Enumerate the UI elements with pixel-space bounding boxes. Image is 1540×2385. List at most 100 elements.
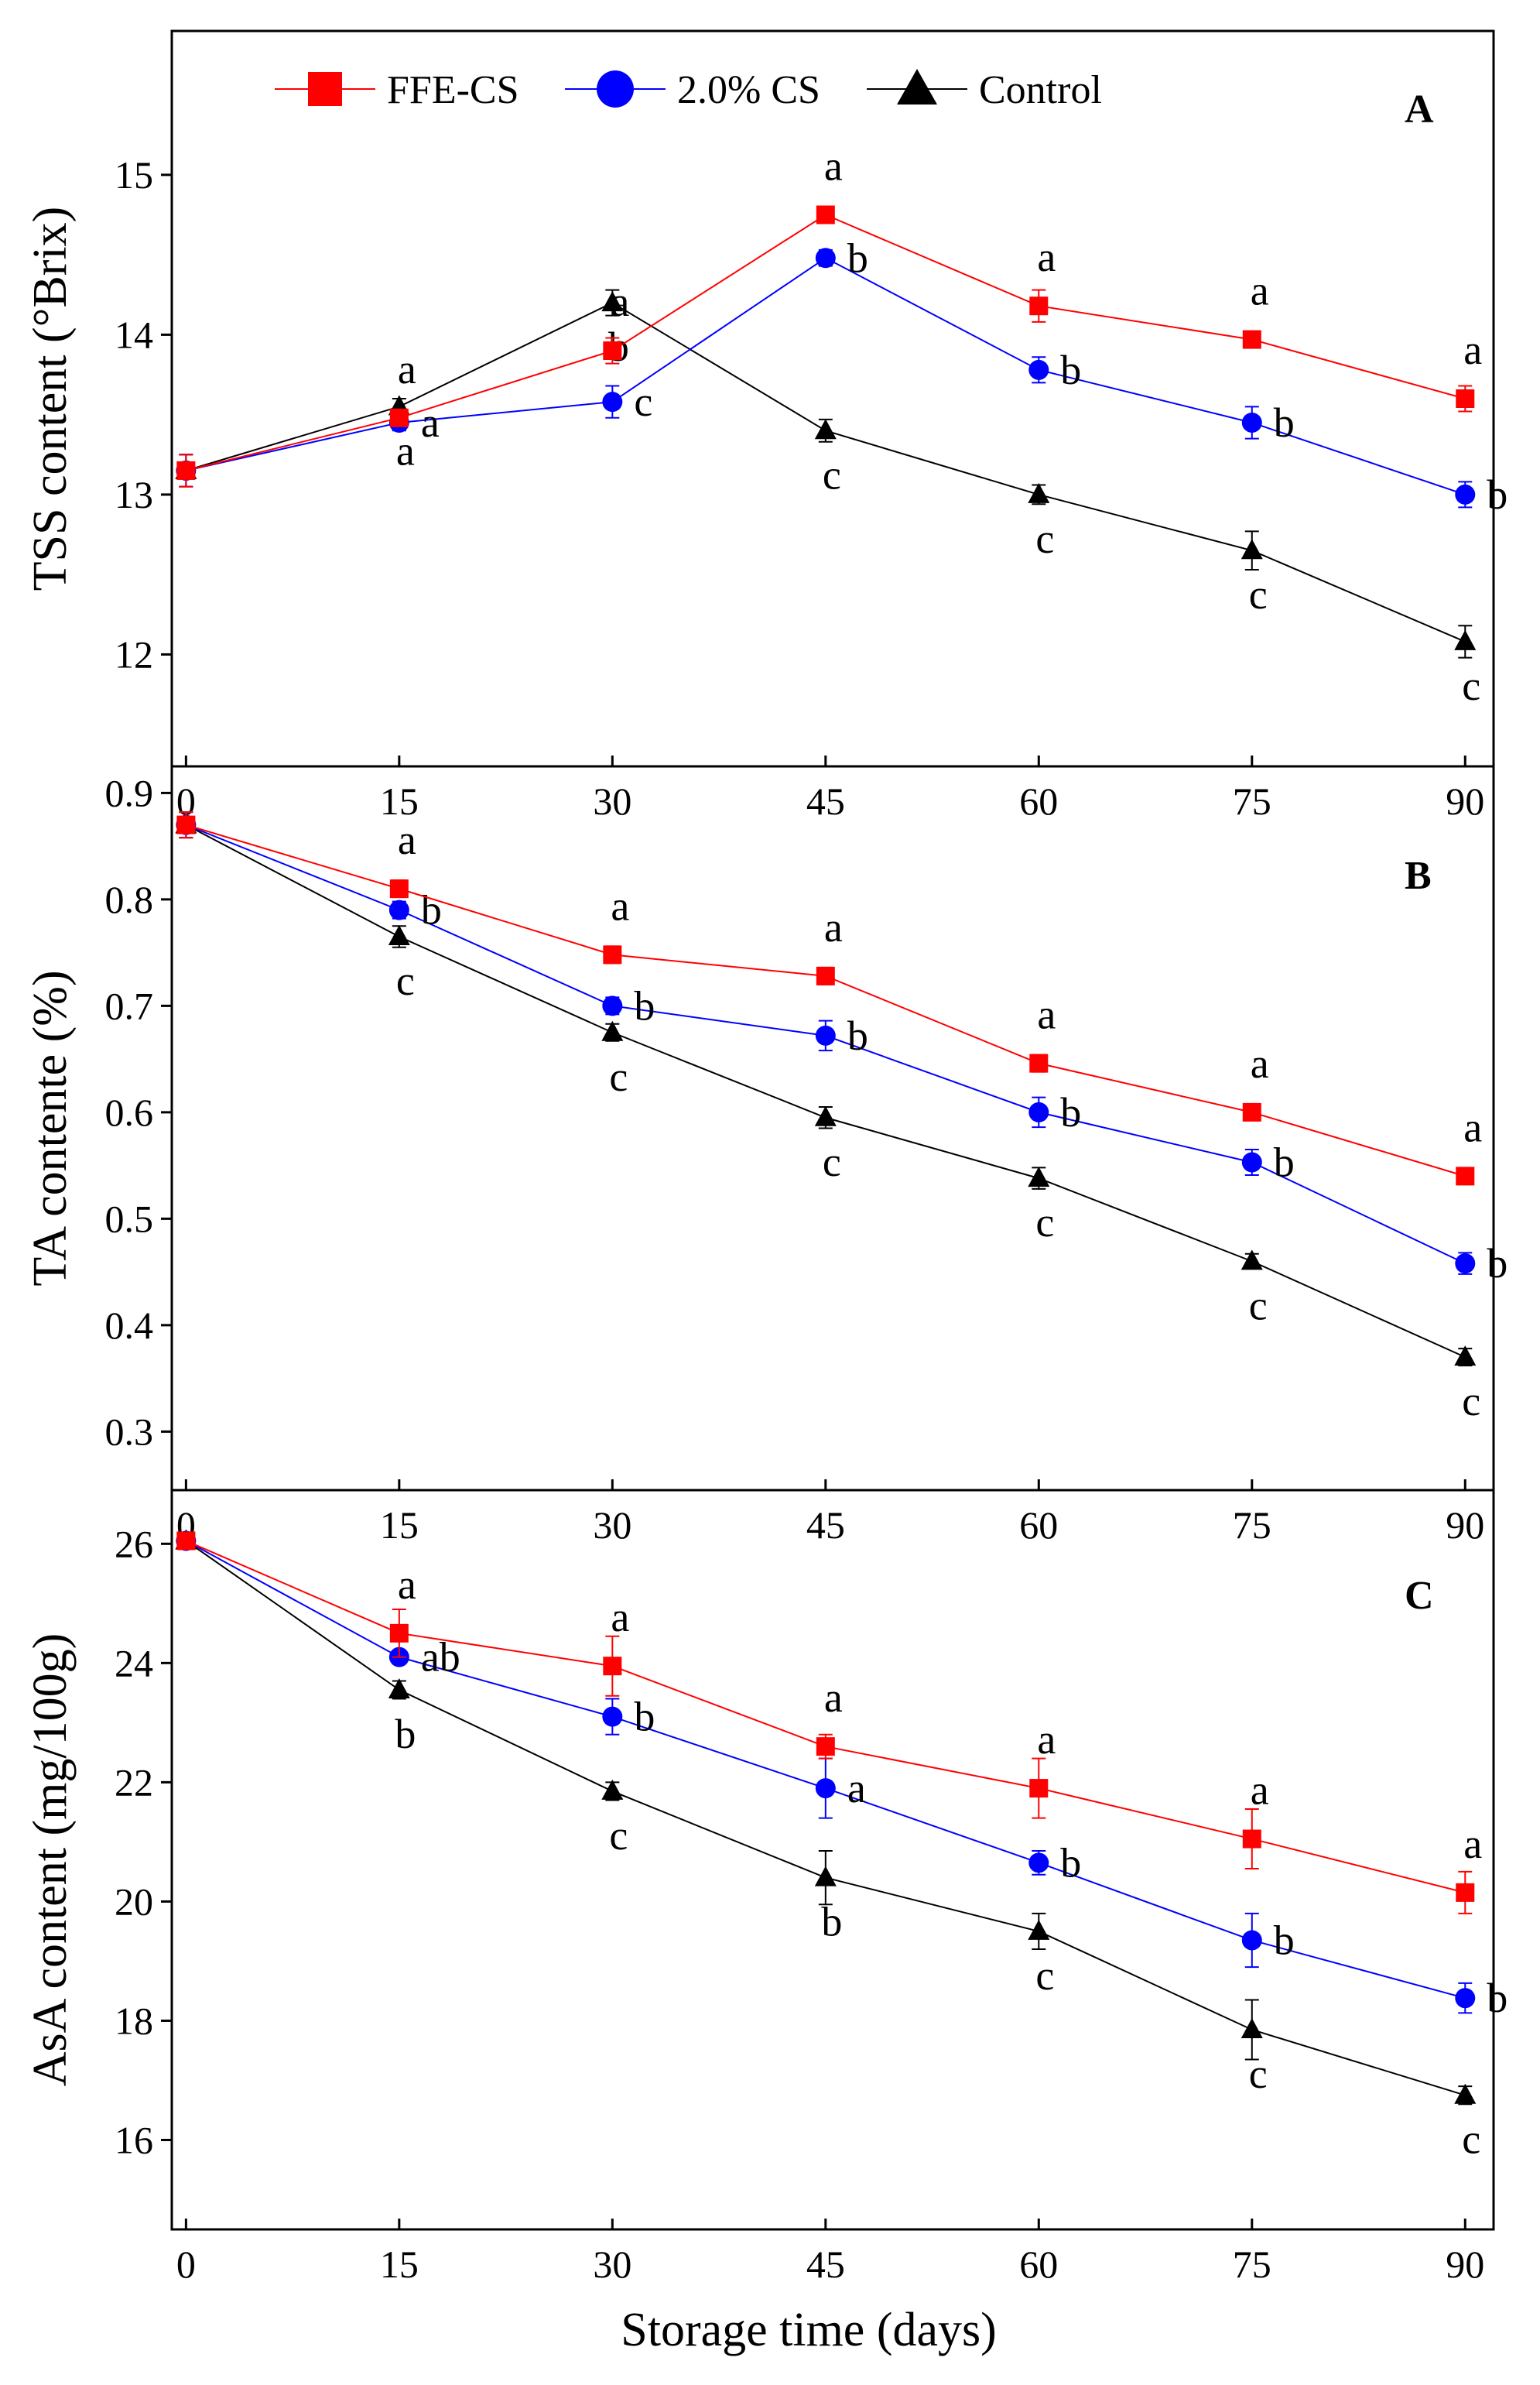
legend-item: FFE-CS <box>275 68 519 112</box>
data-point <box>1454 1345 1477 1366</box>
data-point <box>1242 330 1261 349</box>
data-point <box>1028 482 1050 503</box>
y-tick-label: 20 <box>115 1880 153 1923</box>
x-tick-label: 90 <box>1446 2243 1484 2286</box>
legend-marker <box>897 69 937 105</box>
y-tick-label: 14 <box>115 313 153 356</box>
data-point <box>1241 539 1263 560</box>
significance-label: c <box>1249 571 1268 618</box>
significance-label: a <box>1251 1767 1269 1814</box>
significance-label: b <box>1060 1839 1081 1886</box>
x-tick-label: 90 <box>1446 1503 1484 1547</box>
significance-label: a <box>1251 1040 1269 1087</box>
legend: FFE-CS 2.0% CS Control <box>275 68 1102 112</box>
data-point <box>1029 1779 1049 1798</box>
data-point <box>388 1678 410 1699</box>
significance-label: a <box>611 1594 629 1640</box>
y-axis-title: TSS content (°Brix) <box>24 207 77 591</box>
significance-label: a <box>1463 1821 1482 1867</box>
significance-label: a <box>398 346 416 392</box>
data-point <box>815 1025 836 1046</box>
legend-item: 2.0% CS <box>565 68 820 112</box>
data-point <box>1241 1249 1263 1270</box>
data-point <box>1242 1102 1261 1122</box>
x-tick-label: 15 <box>380 1503 419 1547</box>
data-point <box>1456 1167 1475 1186</box>
y-tick-label: 26 <box>115 1522 153 1565</box>
significance-label: c <box>823 1139 841 1185</box>
significance-label: c <box>1462 663 1480 709</box>
x-tick-label: 30 <box>593 780 631 823</box>
significance-label: a <box>396 427 415 474</box>
panel-letter: C <box>1405 1574 1434 1618</box>
significance-label: c <box>609 1054 628 1100</box>
data-point <box>1028 1167 1050 1187</box>
series-triangle: c c c c c c <box>175 811 1480 1424</box>
x-tick-label: 90 <box>1446 780 1484 823</box>
significance-label: b <box>847 235 868 281</box>
y-tick-label: 15 <box>115 153 153 197</box>
data-point <box>603 341 622 361</box>
significance-label: a <box>847 1765 866 1811</box>
y-tick-label: 24 <box>115 1641 153 1684</box>
y-tick-label: 16 <box>115 2118 153 2161</box>
significance-label: a <box>824 904 843 951</box>
data-point <box>1242 1829 1261 1849</box>
significance-label: a <box>1037 992 1056 1038</box>
significance-label: b <box>1274 1917 1295 1963</box>
x-tick-label: 75 <box>1233 780 1271 823</box>
y-tick-label: 0.8 <box>105 878 154 921</box>
data-point <box>1456 389 1475 408</box>
data-point <box>602 1706 623 1727</box>
data-point <box>602 392 623 413</box>
data-point <box>1028 1102 1049 1122</box>
data-point <box>389 1623 409 1643</box>
data-point <box>1455 1253 1476 1274</box>
data-point <box>815 1778 836 1799</box>
x-tick-label: 75 <box>1233 1503 1271 1547</box>
significance-label: c <box>823 451 841 498</box>
significance-label: a <box>611 279 629 325</box>
data-point <box>176 461 196 480</box>
significance-label: a <box>824 1674 843 1721</box>
y-tick-label: 12 <box>115 632 153 676</box>
significance-label: c <box>1035 1199 1054 1246</box>
series-circle: a c b b b b <box>176 235 1507 518</box>
significance-label: b <box>1487 471 1507 518</box>
significance-label: a <box>824 143 843 190</box>
x-tick-label: 60 <box>1019 2243 1058 2286</box>
data-point <box>601 1020 624 1041</box>
significance-label: b <box>1487 1240 1507 1287</box>
significance-label: a <box>398 817 416 863</box>
data-point <box>388 925 410 945</box>
data-point <box>1028 1919 1050 1940</box>
data-point <box>814 1105 837 1126</box>
significance-label: a <box>398 1561 416 1608</box>
y-tick-label: 0.5 <box>105 1197 154 1240</box>
significance-label: c <box>1249 2051 1268 2097</box>
panel-c: 0 15 30 45 60 75 90 16 18 20 22 24 26 AsA content (mg… <box>24 1489 1507 2286</box>
legend-marker <box>597 70 634 108</box>
data-point <box>389 879 409 899</box>
legend-item: Control <box>867 68 1102 112</box>
data-point <box>1241 1152 1262 1173</box>
significance-label: c <box>1462 2116 1480 2163</box>
legend-label: Control <box>979 68 1102 112</box>
x-axis-title: Storage time (days) <box>621 2304 997 2356</box>
legend-marker <box>308 72 342 106</box>
data-point <box>1029 296 1049 316</box>
data-point <box>1029 1054 1049 1073</box>
y-tick-label: 0.4 <box>105 1304 154 1347</box>
data-point <box>816 205 835 224</box>
significance-label: c <box>396 958 415 1004</box>
panel-letter: B <box>1405 854 1432 898</box>
significance-label: b <box>634 1694 655 1740</box>
data-point <box>814 419 837 440</box>
x-tick-label: 30 <box>593 1503 631 1547</box>
significance-label: b <box>821 1899 842 1945</box>
y-tick-label: 0.9 <box>105 771 154 814</box>
significance-label: c <box>1035 516 1054 562</box>
